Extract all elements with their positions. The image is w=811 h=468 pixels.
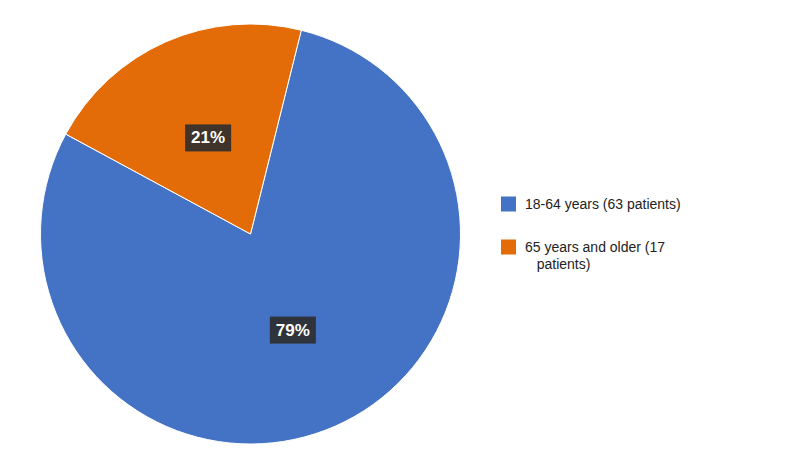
data-label: 79% [276, 321, 310, 340]
legend-swatch [501, 197, 516, 212]
data-label-box [185, 124, 231, 151]
legend: 18-64 years (63 patients) 65 years and ol… [501, 196, 681, 272]
data-labels: 79% 21% [185, 124, 316, 343]
pie-slice [66, 24, 302, 234]
legend-item: 65 years and older (17 patients) [501, 239, 665, 272]
legend-swatch [501, 240, 516, 255]
data-label-box [270, 317, 316, 344]
data-label-group: 79% [270, 317, 316, 344]
chart: 79% 21% 18-64 years (63 patients) 65 years … [0, 0, 811, 468]
data-label-group: 21% [185, 124, 231, 151]
data-label: 21% [191, 128, 225, 147]
legend-item: 18-64 years (63 patients) [501, 196, 681, 212]
legend-label: 65 years and older (17 patients) [525, 239, 665, 272]
legend-label: 18-64 years (63 patients) [525, 196, 681, 212]
pie [41, 24, 461, 444]
